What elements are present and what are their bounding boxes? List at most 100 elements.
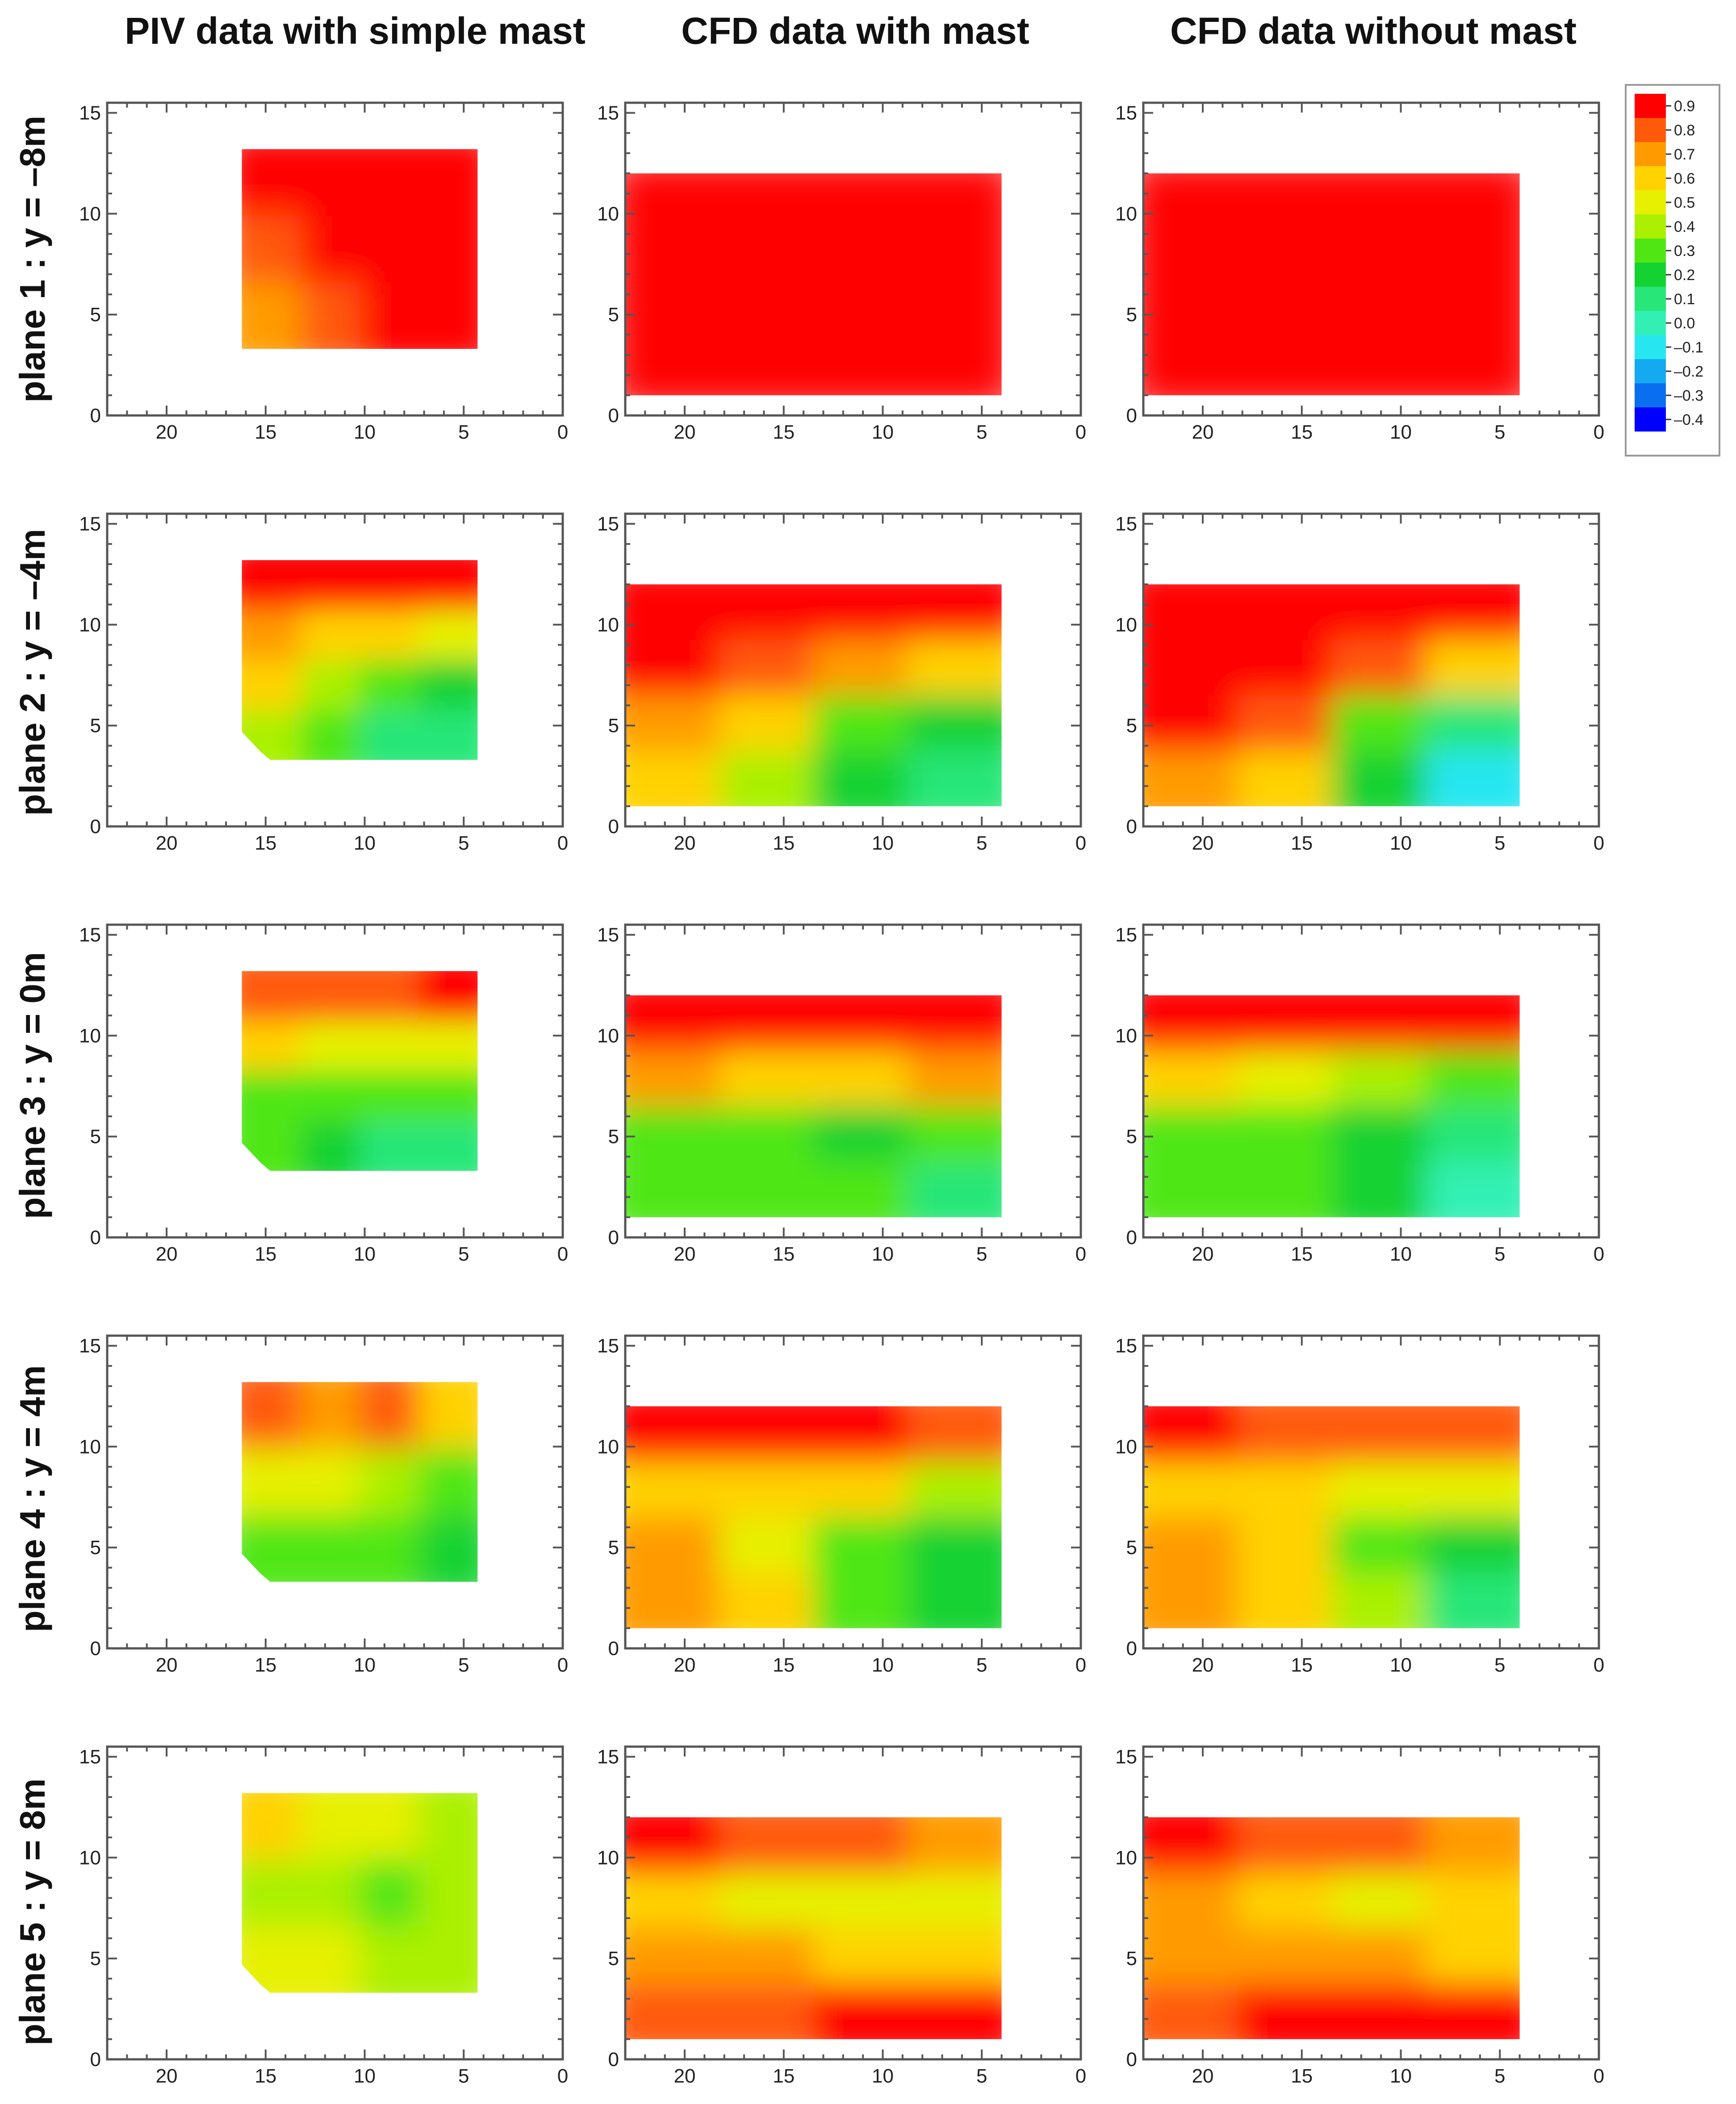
x-tick-label: 0	[1075, 1243, 1086, 1265]
x-tick-label: 10	[1390, 832, 1412, 854]
x-tick-label: 5	[1494, 1243, 1505, 1265]
legend-swatch	[1635, 311, 1666, 335]
contour-cell	[813, 1928, 908, 1984]
contour-cell	[301, 971, 360, 1022]
contour-cell	[242, 1926, 301, 1993]
contour-cell	[719, 247, 814, 322]
contour-cell	[1237, 1873, 1332, 1929]
contour-cell	[1143, 1462, 1238, 1518]
legend-swatch	[1635, 166, 1666, 190]
contour-cell	[625, 1462, 720, 1518]
plot-frame	[624, 101, 1082, 417]
panel-5-1: 0 5 10 15 20 15 10 5 0	[79, 1745, 568, 2087]
contour-cell	[360, 1859, 419, 1927]
y-tick-label: 5	[1126, 1126, 1137, 1148]
panel-1-1: 0 5 10 15 20 15 10 5 0	[79, 101, 568, 443]
contour-cell	[1425, 584, 1520, 641]
contour-cell	[1331, 1106, 1426, 1162]
contour-cell	[418, 282, 478, 349]
y-tick-label: 15	[1115, 1335, 1137, 1357]
contour-cell	[242, 560, 301, 611]
contour-cell	[301, 1121, 360, 1171]
x-tick-label: 5	[976, 1654, 987, 1676]
x-tick-label: 10	[1390, 2065, 1412, 2087]
contour-cell	[360, 1926, 419, 1993]
y-tick-label: 10	[1115, 1847, 1137, 1869]
contour-cell	[719, 584, 814, 641]
contour-cell	[719, 995, 814, 1052]
contour-cell	[625, 695, 720, 751]
x-tick-label: 20	[1192, 832, 1214, 854]
contour-cell	[301, 610, 360, 661]
contour-cell	[907, 1106, 1002, 1162]
contour-cell	[625, 321, 720, 395]
y-tick-label: 5	[90, 304, 101, 326]
x-tick-label: 0	[1594, 421, 1604, 443]
x-tick-label: 0	[1075, 832, 1086, 854]
contour-cell	[1331, 247, 1426, 322]
legend-label: 0.0	[1674, 315, 1695, 332]
contour-cell	[625, 1406, 720, 1463]
contour-cell	[813, 1572, 908, 1628]
contour-cell	[1425, 995, 1520, 1052]
contour-cell	[418, 1121, 478, 1171]
contour-cell	[360, 1382, 419, 1449]
legend-swatch	[1635, 407, 1666, 432]
contour-cell	[242, 215, 301, 283]
contour-cell	[719, 1983, 814, 2039]
contour-cell	[242, 660, 301, 711]
x-tick-label: 15	[773, 1243, 795, 1265]
contour-cell	[907, 1161, 1002, 1217]
x-tick-label: 10	[1390, 1243, 1412, 1265]
contour-cell	[1143, 1106, 1238, 1162]
contour-cell	[1237, 1051, 1332, 1107]
x-tick-label: 10	[872, 421, 894, 443]
y-tick-label: 15	[597, 924, 619, 946]
x-tick-label: 20	[1192, 1243, 1214, 1265]
x-tick-label: 10	[872, 2065, 894, 2087]
x-tick-label: 20	[674, 832, 696, 854]
x-tick-label: 15	[773, 2065, 795, 2087]
x-tick-label: 15	[255, 2065, 276, 2087]
contour-cell	[625, 1873, 720, 1929]
contour-cell	[813, 1161, 908, 1217]
plot-frame	[624, 1745, 1082, 2061]
contour-cell	[813, 1406, 908, 1463]
contour-cell	[625, 750, 720, 806]
contour-cell	[719, 321, 814, 395]
contour-cell	[242, 610, 301, 661]
plot-frame	[106, 1745, 564, 2061]
plot-frame	[106, 923, 564, 1239]
y-tick-label: 10	[1115, 614, 1137, 636]
y-tick-label: 5	[90, 1537, 101, 1559]
plot-frame	[1142, 1334, 1600, 1650]
contour-cell	[813, 584, 908, 641]
x-tick-label: 5	[458, 1654, 469, 1676]
contour-cell	[1237, 1462, 1332, 1518]
contour-cell	[1237, 1928, 1332, 1984]
contour-field	[1143, 584, 1520, 806]
contour-cell	[301, 282, 360, 349]
x-tick-label: 10	[872, 1243, 894, 1265]
y-tick-label: 10	[597, 1847, 619, 1869]
x-tick-label: 15	[255, 1243, 276, 1265]
legend-label: 0.5	[1674, 194, 1695, 211]
y-tick-label: 0	[1126, 405, 1137, 427]
x-tick-label: 5	[1494, 1654, 1505, 1676]
contour-cell	[1143, 1572, 1238, 1628]
contour-cell	[418, 610, 478, 661]
panel-3-2: 0 5 10 15 20 15 10 5 0	[597, 923, 1086, 1265]
y-tick-label: 15	[79, 102, 101, 124]
contour-cell	[719, 1161, 814, 1217]
contour-cell	[242, 1121, 301, 1171]
contour-cell	[301, 1021, 360, 1072]
panel-1-3: 0 5 10 15 20 15 10 5 0	[1115, 101, 1604, 443]
contour-cell	[1425, 1517, 1520, 1573]
contour-cell	[301, 1071, 360, 1122]
y-tick-label: 0	[608, 816, 619, 838]
y-tick-label: 5	[608, 1948, 619, 1970]
contour-cell	[301, 149, 360, 216]
contour-cell	[418, 149, 478, 216]
contour-cell	[418, 710, 478, 760]
contour-cell	[242, 1071, 301, 1122]
